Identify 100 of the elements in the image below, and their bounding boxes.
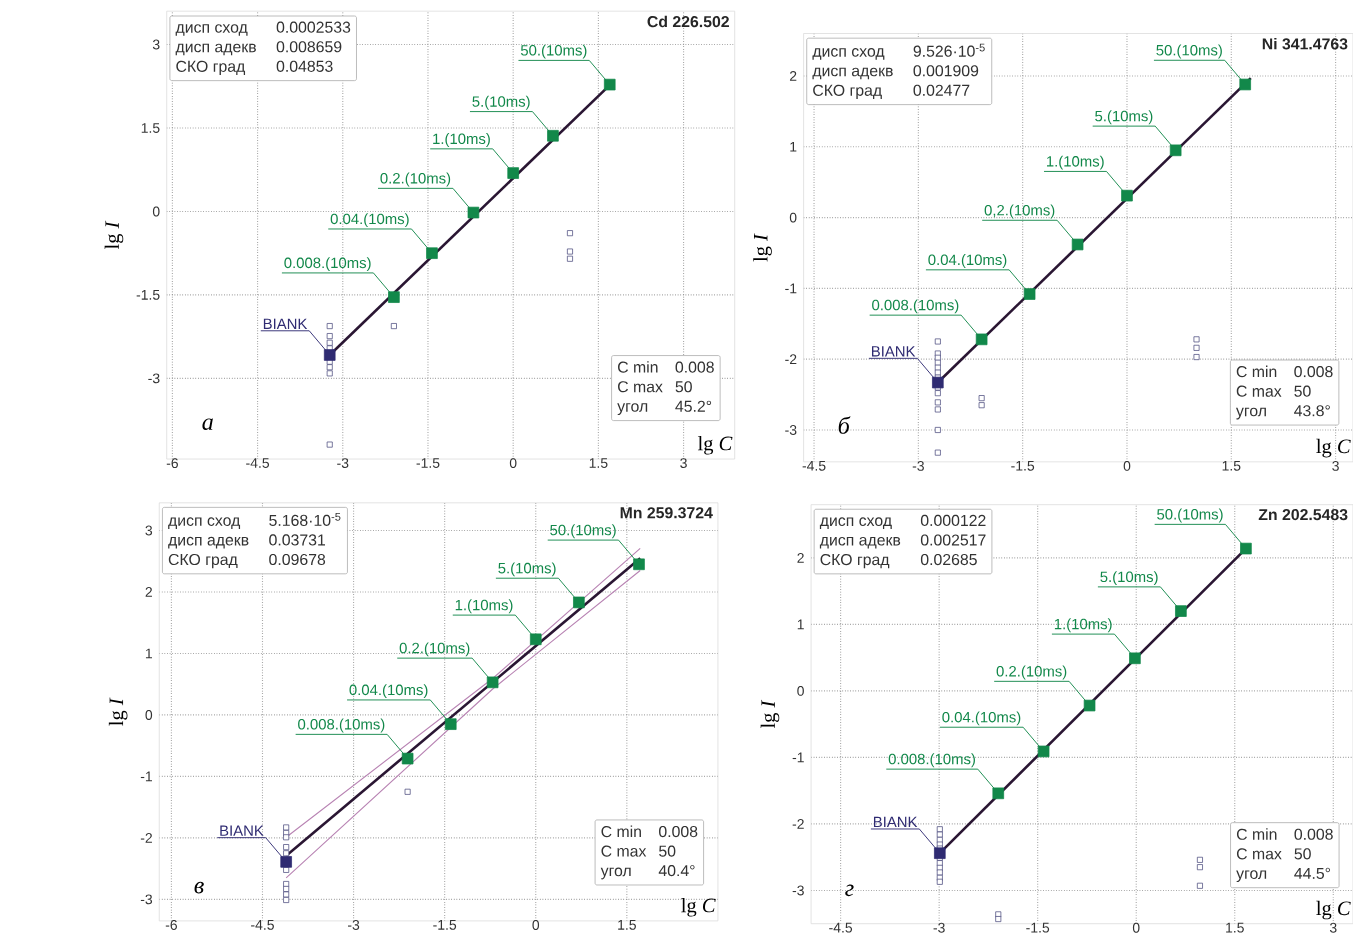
annotation: BIANK [873,816,918,828]
x-tick-label: -1.5 [1026,922,1050,933]
point [326,333,333,340]
point [1083,699,1096,712]
point [283,897,290,904]
x-axis-title: lg C [1316,438,1351,458]
annotation: 0.2.(10ms) [996,665,1067,680]
y-axis-title: lg I [104,220,124,250]
point [934,449,941,456]
x-axis-title: lg C [681,898,716,917]
annotation: 0.001909 [913,65,979,77]
x-tick-label: 1.5 [1222,461,1241,471]
y-tick-label: 0 [152,206,160,217]
point [401,752,414,765]
point [934,427,941,434]
point [934,847,946,860]
y-tick-label: -3 [140,894,153,905]
annotation: 0.03731 [269,534,326,546]
point [1071,238,1084,251]
annotation: C min [601,825,641,838]
annotation: 5.(10ms) [498,562,556,577]
x-tick-label: -1.5 [1011,461,1035,471]
annotation: 0.04.(10ms) [928,254,1007,269]
x-tick-label: 3 [1332,461,1339,471]
annotation: 5.(10ms) [1095,110,1153,125]
annotation: 0.2.(10ms) [380,172,451,187]
y-tick-label: -1 [792,752,804,763]
annotation: 0.008.(10ms) [872,299,959,314]
point [1121,189,1133,202]
point [1169,144,1182,157]
y-axis-title: lg I [753,233,772,262]
x-tick-label: -6 [165,920,177,931]
point [1239,78,1251,91]
x-tick-label: 0 [1132,922,1140,933]
x-tick-label: -4.5 [251,920,274,930]
point [567,230,573,237]
point [444,718,457,731]
point [1193,354,1200,361]
annotation: 5.168·10$^{-5}$ [269,513,341,527]
point [1240,542,1252,555]
annotation: 50.(10ms) [1156,44,1222,59]
point [326,441,333,448]
annotation: 0.008 [659,826,698,838]
y-tick-label: 0 [797,686,804,696]
x-tick-label: -3 [337,458,349,469]
x-axis-title: lg C [697,436,733,455]
annotation: 0.008659 [276,41,342,53]
point [1196,882,1203,889]
annotation: г [845,884,854,897]
y-axis-title: lg I [760,699,780,729]
x-tick-label: -6 [166,458,178,469]
annotation: 0.04.(10ms) [330,213,409,228]
annotation: 5.(10ms) [1100,571,1158,586]
annotation: 0.008.(10ms) [284,257,371,272]
y-tick-label: 3 [152,39,160,50]
annotation: 50.(10ms) [520,44,587,59]
annotation: C min [1236,365,1277,378]
x-tick-label: -1.5 [433,920,457,930]
annotation: 1.(10ms) [455,599,513,614]
annotation: 0.04.(10ms) [942,711,1021,726]
x-tick-label: 3 [680,458,687,469]
y-tick-label: -1.5 [136,290,160,300]
annotation: а [202,418,213,431]
annotation: СКО град [168,554,238,569]
point [567,248,573,255]
point [547,130,559,142]
annotation: BIANK [872,346,916,357]
point [936,869,943,876]
point [573,596,585,609]
point [934,390,941,397]
annotation: 0.008 [1294,366,1333,378]
point [934,406,941,413]
point [934,338,941,345]
annotation: C max [1236,385,1282,397]
chart-title: Ni 341.4763 [1262,37,1348,50]
x-tick-label: -3 [347,920,360,931]
annotation: 0.000122 [920,514,986,527]
annotation: 45.2° [675,400,712,412]
y-tick-label: 1 [790,142,797,152]
x-axis-title: lg C [1316,900,1351,920]
point [932,376,944,389]
y-tick-label: 1.5 [141,123,160,133]
point [326,364,333,371]
point [486,676,499,689]
point [936,878,943,885]
annotation: BIANK [263,318,308,330]
point [1196,864,1203,871]
point [467,206,480,219]
annotation: 50 [659,845,676,857]
annotation: 9.526·10$^{-5}$ [913,43,985,57]
annotation: 0.04853 [276,60,333,72]
x-tick-label: 1.5 [1226,922,1244,933]
annotation: угол [617,403,648,416]
point [390,323,397,330]
x-tick-label: -3 [912,461,924,471]
point [934,399,941,406]
annotation: дисп адекв [819,537,901,549]
annotation: 0.02685 [920,554,977,566]
y-tick-label: 0 [145,710,153,720]
point [978,402,985,409]
